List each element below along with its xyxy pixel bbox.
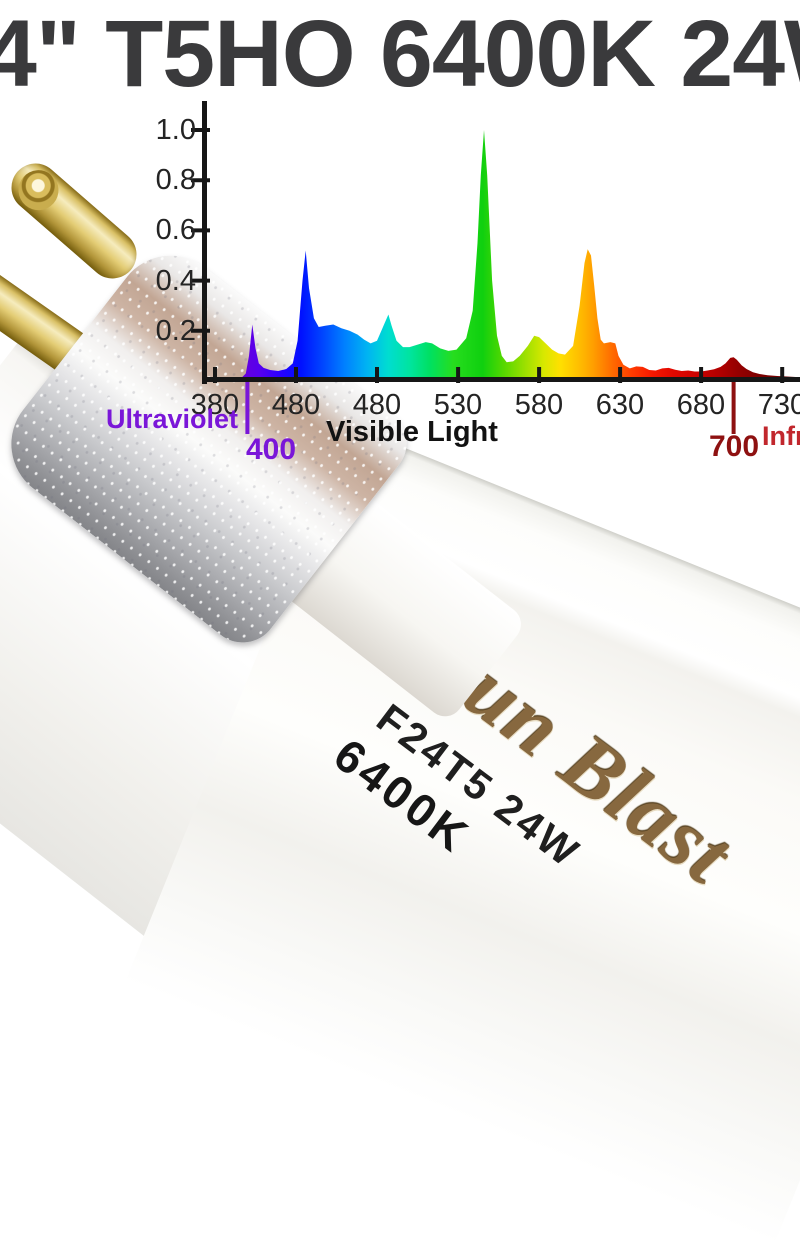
spectrum-chart bbox=[191, 101, 800, 434]
x-tick-label: 480 bbox=[271, 389, 321, 421]
y-tick-label: 0.4 bbox=[155, 265, 196, 297]
ultraviolet-label: Ultraviolet bbox=[105, 404, 238, 434]
axis-tick-marks bbox=[191, 128, 785, 383]
y-tick-label: 0.6 bbox=[155, 214, 196, 246]
y-tick-label: 0.8 bbox=[155, 164, 196, 196]
y-tick-label: 0.2 bbox=[155, 315, 196, 347]
x-tick-label: 730 bbox=[757, 389, 800, 421]
uv-400nm-label: 400 bbox=[246, 433, 297, 466]
visible-light-label: Visible Light bbox=[326, 416, 498, 448]
ir-700nm-label: 700 bbox=[708, 430, 760, 463]
x-tick-label: 380 bbox=[190, 389, 240, 421]
x-axis bbox=[202, 377, 800, 382]
page-title: 4" T5HO 6400K 24W bbox=[0, 1, 800, 107]
x-tick-label: 680 bbox=[676, 389, 726, 421]
y-tick-label: 1.0 bbox=[155, 114, 196, 146]
wavelength-marker-lines bbox=[245, 380, 736, 434]
x-tick-label: 630 bbox=[595, 389, 645, 421]
x-tick-label: 580 bbox=[514, 389, 564, 421]
x-tick-label: 530 bbox=[433, 389, 483, 421]
y-axis bbox=[202, 101, 207, 384]
x-tick-label: 480 bbox=[352, 389, 402, 421]
infrared-label: Infrared bbox=[762, 421, 800, 451]
spectrum-area bbox=[215, 130, 800, 382]
